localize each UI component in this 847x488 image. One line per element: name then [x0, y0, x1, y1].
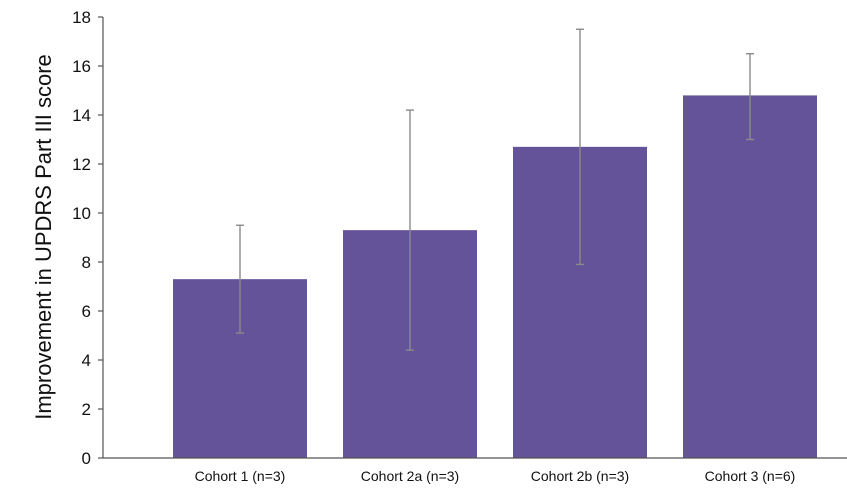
- error-bars-group: [236, 29, 754, 350]
- y-tick-label: 16: [72, 57, 91, 76]
- y-tick-label: 8: [82, 253, 91, 272]
- y-tick-label: 6: [82, 302, 91, 321]
- x-category-label: Cohort 3 (n=6): [705, 468, 796, 484]
- x-category-label: Cohort 1 (n=3): [195, 468, 286, 484]
- y-tick-label: 2: [82, 400, 91, 419]
- y-tick-label: 12: [72, 155, 91, 174]
- y-tick-label: 0: [82, 449, 91, 468]
- x-category-label: Cohort 2b (n=3): [531, 468, 629, 484]
- y-axis-title: Improvement in UPDRS Part III score: [31, 54, 56, 420]
- y-tick-label: 18: [72, 8, 91, 27]
- x-labels-group: Cohort 1 (n=3) Cohort 2a (n=3) Cohort 2b (…: [195, 468, 796, 484]
- x-category-label: Cohort 2a (n=3): [361, 468, 459, 484]
- bar: [683, 95, 817, 458]
- y-tick-label: 4: [82, 351, 91, 370]
- bars-group: [173, 95, 817, 458]
- y-tick-label: 14: [72, 106, 91, 125]
- y-ticks-group: 0 2 4 6 8 10 12 14 16 18: [72, 8, 103, 468]
- y-tick-label: 10: [72, 204, 91, 223]
